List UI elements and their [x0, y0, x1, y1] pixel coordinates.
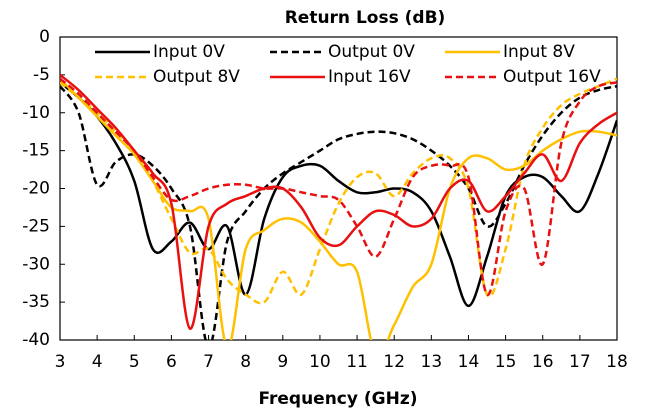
- x-axis-label: Frequency (GHz): [258, 389, 417, 409]
- x-tick-label: 13: [421, 352, 443, 372]
- y-tick-label: -10: [22, 103, 50, 123]
- x-tick-label: 3: [55, 352, 66, 372]
- x-tick-label: 9: [277, 352, 288, 372]
- series-line: [60, 73, 617, 330]
- chart-title: Return Loss (dB): [285, 8, 446, 28]
- series-line: [60, 77, 617, 340]
- x-tick-label: 17: [569, 352, 591, 372]
- x-tick-label: 10: [309, 352, 331, 372]
- y-tick-label: -25: [22, 216, 50, 236]
- x-tick-label: 16: [532, 352, 554, 372]
- y-tick-label: -15: [22, 141, 50, 161]
- x-tick-label: 7: [203, 352, 214, 372]
- x-tick-label: 4: [92, 352, 103, 372]
- x-tick-label: 8: [240, 352, 251, 372]
- x-tick-label: 5: [129, 352, 140, 372]
- x-tick-label: 14: [458, 352, 480, 372]
- y-tick-label: -20: [22, 179, 50, 199]
- legend-label: Output 16V: [503, 67, 601, 87]
- y-tick-label: -35: [22, 292, 50, 312]
- legend-label: Input 8V: [503, 42, 575, 62]
- y-tick-label: -40: [22, 330, 50, 350]
- series-line: [60, 77, 617, 305]
- y-tick-label: -5: [33, 65, 50, 85]
- legend-label: Output 8V: [153, 67, 240, 87]
- x-tick-label: 18: [606, 352, 628, 372]
- legend-label: Output 0V: [328, 42, 415, 62]
- legend-label: Input 0V: [153, 42, 225, 62]
- series-line: [60, 77, 617, 296]
- y-tick-label: -30: [22, 254, 50, 274]
- y-tick-label: 0: [39, 27, 50, 47]
- legend-label: Input 16V: [328, 67, 411, 87]
- x-tick-label: 11: [346, 352, 368, 372]
- plot-lines: [60, 73, 617, 340]
- x-tick-label: 12: [383, 352, 405, 372]
- x-tick-label: 6: [166, 352, 177, 372]
- x-tick-label: 15: [495, 352, 517, 372]
- series-line: [60, 81, 617, 308]
